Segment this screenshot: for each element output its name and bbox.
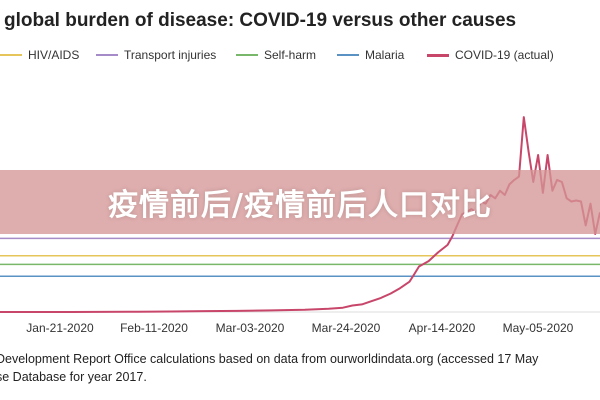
legend-label-hiv: HIV/AIDS: [28, 48, 80, 62]
legend-swatch-malaria: [337, 54, 359, 56]
legend-item-hiv: HIV/AIDS: [0, 48, 79, 62]
legend-label-covid: COVID-19 (actual): [455, 48, 554, 62]
legend-label-transport: Transport injuries: [124, 48, 217, 62]
source-note: Development Report Office calculations b…: [0, 350, 600, 386]
legend-item-selfharm: Self-harm: [236, 48, 316, 62]
reference-lines: [0, 237, 600, 278]
x-tick-label: Jan-21-2020: [26, 321, 94, 335]
x-tick-label: May-05-2020: [502, 321, 574, 335]
chart-legend: HIV/AIDS Transport injuries Self-harm Ma…: [0, 48, 600, 66]
x-tick-label: Apr-14-2020: [408, 321, 476, 335]
overlay-banner: 疫情前后/疫情前后人口对比: [0, 170, 600, 234]
legend-swatch-selfharm: [236, 54, 258, 56]
legend-swatch-hiv: [0, 54, 22, 56]
legend-label-selfharm: Self-harm: [264, 48, 317, 62]
banner-title: 疫情前后/疫情前后人口对比: [108, 188, 492, 223]
x-tick-label: Feb-11-2020: [120, 321, 188, 335]
legend-swatch-covid: [427, 53, 449, 57]
legend-label-malaria: Malaria: [365, 48, 405, 62]
x-tick-label: Mar-03-2020: [215, 321, 285, 335]
legend-item-covid: COVID-19 (actual): [427, 48, 554, 62]
legend-swatch-transport: [96, 54, 118, 56]
legend-item-transport: Transport injuries: [96, 48, 216, 62]
chart-title: global burden of disease: COVID-19 versu…: [4, 10, 517, 31]
x-tick-label: Mar-24-2020: [311, 321, 381, 335]
legend-item-malaria: Malaria: [337, 48, 404, 62]
source-line-1: Development Report Office calculations b…: [0, 352, 539, 366]
source-line-2: se Database for year 2017.: [0, 370, 147, 384]
